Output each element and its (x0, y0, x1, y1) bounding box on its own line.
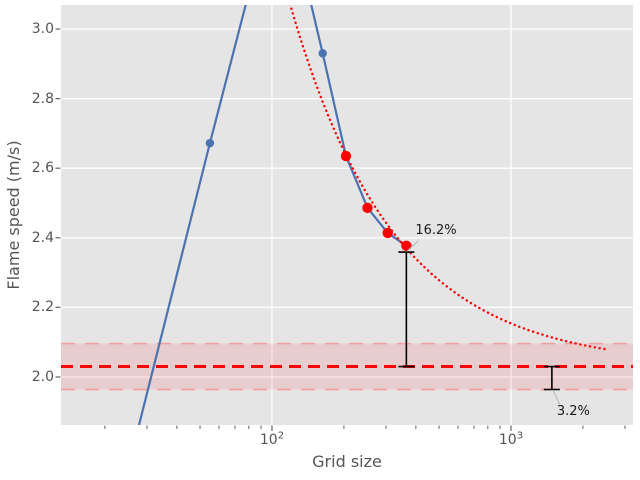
x-axis-label: Grid size (312, 452, 382, 471)
uncertainty-annotation: 3.2% (556, 403, 590, 419)
y-tick-label: 2.0 (31, 368, 54, 385)
simulation-point (205, 138, 215, 148)
x-tick-label: 103 (498, 430, 524, 448)
y-tick-label: 2.6 (31, 160, 54, 177)
gridlines (61, 5, 633, 425)
extrapolation-point (340, 150, 352, 162)
annotation-arrow (552, 389, 561, 405)
error-bar (543, 365, 560, 391)
uncertainty-annotation: 16.2% (415, 223, 457, 239)
extrapolation-point (382, 227, 393, 239)
error-bar (398, 251, 415, 368)
x-tick-label: 102 (259, 430, 285, 448)
simulation-line (137, 5, 407, 425)
y-tick-label: 2.8 (31, 90, 54, 107)
y-tick-label: 2.2 (31, 299, 54, 316)
simulation-point (318, 49, 327, 58)
y-axis-label: Flame speed (m/s) (4, 140, 23, 290)
extrapolation-point (362, 202, 373, 214)
extrapolation-point (401, 240, 412, 251)
y-tick-label: 3.0 (31, 21, 54, 37)
annotation-arrow (406, 240, 419, 252)
y-tick-label: 2.4 (31, 229, 54, 246)
